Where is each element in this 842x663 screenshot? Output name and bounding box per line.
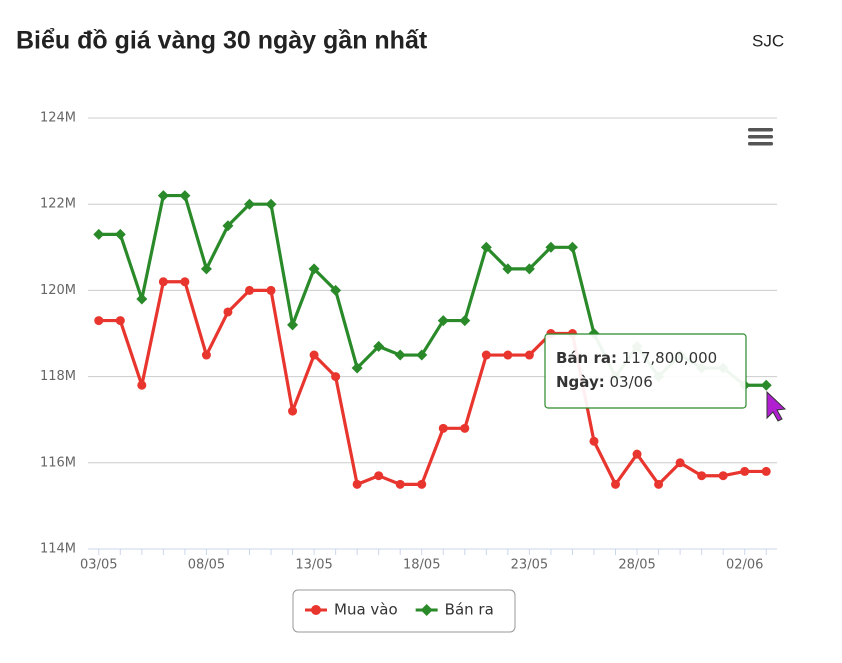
- point: [760, 379, 772, 391]
- x-tick-label: 08/05: [188, 558, 225, 573]
- point: [437, 315, 449, 327]
- point: [266, 285, 276, 295]
- point: [330, 284, 342, 296]
- tooltip-series: Bán ra:: [556, 349, 617, 367]
- point: [200, 263, 212, 275]
- point: [352, 479, 362, 489]
- point: [179, 190, 191, 202]
- legend-label: Bán ra: [445, 601, 494, 619]
- svg-text:Bán ra: 117,800,000: Bán ra: 117,800,000: [556, 349, 717, 367]
- point: [502, 263, 514, 275]
- y-tick-label: 114M: [40, 542, 76, 557]
- legend-item[interactable]: Mua vào: [305, 601, 398, 619]
- point: [157, 190, 169, 202]
- tooltip-date-label: Ngày:: [556, 373, 605, 391]
- point: [94, 316, 104, 326]
- y-tick-label: 122M: [40, 197, 76, 212]
- point: [761, 466, 771, 476]
- point: [115, 316, 125, 326]
- menu-button[interactable]: [748, 128, 773, 146]
- point: [417, 479, 427, 489]
- point: [416, 349, 428, 361]
- point: [480, 241, 492, 253]
- point: [611, 479, 621, 489]
- y-tick-label: 120M: [40, 283, 76, 298]
- point: [265, 198, 277, 210]
- point: [309, 350, 319, 360]
- point: [697, 471, 707, 481]
- point: [718, 471, 728, 481]
- legend-item[interactable]: Bán ra: [415, 601, 494, 619]
- point: [523, 263, 535, 275]
- y-tick-label: 118M: [40, 369, 76, 384]
- point: [481, 350, 491, 360]
- point: [740, 466, 750, 476]
- point: [287, 319, 299, 331]
- x-tick-label: 28/05: [618, 558, 655, 573]
- point: [308, 263, 320, 275]
- x-tick-label: 23/05: [511, 558, 548, 573]
- tooltip-value: 117,800,000: [622, 349, 717, 367]
- chart-title: Biểu đồ giá vàng 30 ngày gần nhất: [16, 27, 428, 55]
- point: [373, 340, 385, 352]
- legend-marker: [420, 604, 433, 616]
- point: [93, 228, 105, 240]
- legend: [292, 589, 516, 633]
- point: [394, 349, 406, 361]
- x-tick-label: 03/05: [80, 558, 117, 573]
- y-tick-label: 124M: [40, 111, 76, 126]
- x-tick-label: 13/05: [295, 558, 332, 573]
- point: [351, 362, 363, 374]
- point: [201, 350, 211, 360]
- cursor: [766, 390, 787, 422]
- point: [545, 241, 557, 253]
- point: [288, 406, 298, 416]
- point: [632, 449, 642, 459]
- point: [503, 350, 513, 360]
- point: [136, 293, 148, 305]
- legend-marker: [311, 605, 321, 615]
- point: [589, 436, 599, 446]
- point: [158, 277, 168, 287]
- tooltip: Bán ra: 117,800,000 Ngày: 03/06: [544, 333, 747, 409]
- point: [654, 479, 664, 489]
- point: [438, 423, 448, 433]
- svg-text:Ngày: 03/06: Ngày: 03/06: [556, 373, 653, 391]
- point: [374, 471, 384, 481]
- point: [223, 307, 233, 317]
- point: [114, 228, 126, 240]
- series-line: [98, 280, 767, 486]
- chart-subtitle: SJC: [752, 31, 784, 50]
- x-tick-label: 18/05: [403, 558, 440, 573]
- point: [459, 315, 471, 327]
- legend-label: Mua vào: [334, 601, 398, 619]
- point: [460, 423, 470, 433]
- point: [243, 198, 255, 210]
- point: [566, 241, 578, 253]
- point: [222, 220, 234, 232]
- point: [137, 380, 147, 390]
- point: [524, 350, 534, 360]
- y-tick-label: 116M: [40, 455, 76, 470]
- point: [331, 372, 341, 382]
- point: [180, 277, 190, 287]
- point: [244, 285, 254, 295]
- tooltip-date: 03/06: [610, 373, 653, 391]
- point: [675, 458, 685, 468]
- x-tick-label: 02/06: [726, 558, 763, 573]
- point: [395, 479, 405, 489]
